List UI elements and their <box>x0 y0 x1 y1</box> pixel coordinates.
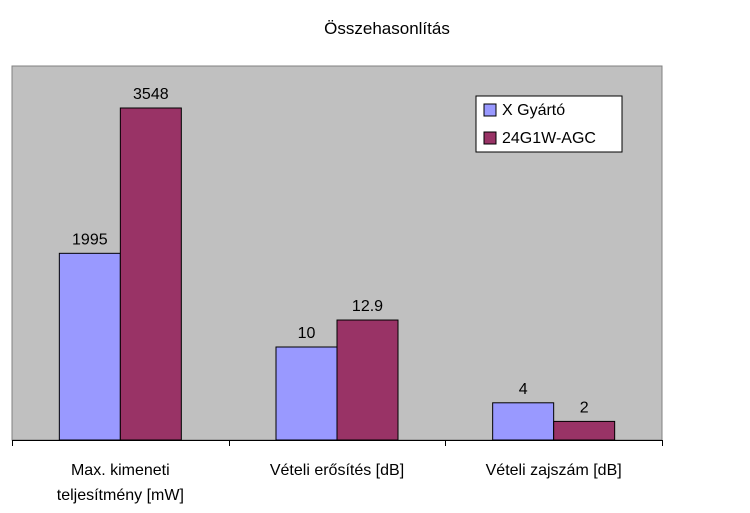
category-label: Max. kimeneti <box>71 462 170 479</box>
legend-box <box>475 95 623 153</box>
data-label: 4 <box>519 381 528 398</box>
category-label: teljesítmény [mW] <box>57 487 184 504</box>
bar-x-gyarto-cat2 <box>492 402 555 441</box>
bar-24g1w-agc-cat0 <box>119 107 182 441</box>
data-label: 10 <box>298 325 316 342</box>
category-label: Vételi erősítés [dB] <box>270 462 404 479</box>
category-label: Vételi zajszám [dB] <box>486 462 622 479</box>
legend-swatch <box>483 131 497 145</box>
bars <box>58 107 616 441</box>
category-ticks <box>12 440 663 446</box>
legend-label: X Gyártó <box>502 102 565 119</box>
legend-swatch <box>483 103 497 117</box>
bar-x-gyarto-cat1 <box>275 346 338 441</box>
chart-title: Összehasonlítás <box>324 19 450 38</box>
data-label: 2 <box>580 399 589 416</box>
bar-x-gyarto-cat0 <box>58 252 121 441</box>
data-label: 1995 <box>72 231 108 248</box>
value-labels: 1995 3548 10 12.9 4 2 <box>72 86 589 416</box>
bar-24g1w-agc-cat1 <box>336 319 399 441</box>
legend: X Gyártó 24G1W-AGC <box>475 95 623 153</box>
category-labels: Max. kimeneti teljesítmény [mW] Vételi erő… <box>57 462 622 504</box>
bar-24g1w-agc-cat2 <box>553 420 616 441</box>
legend-label: 24G1W-AGC <box>502 130 596 147</box>
data-label: 3548 <box>133 86 169 103</box>
data-label: 12.9 <box>352 298 383 315</box>
